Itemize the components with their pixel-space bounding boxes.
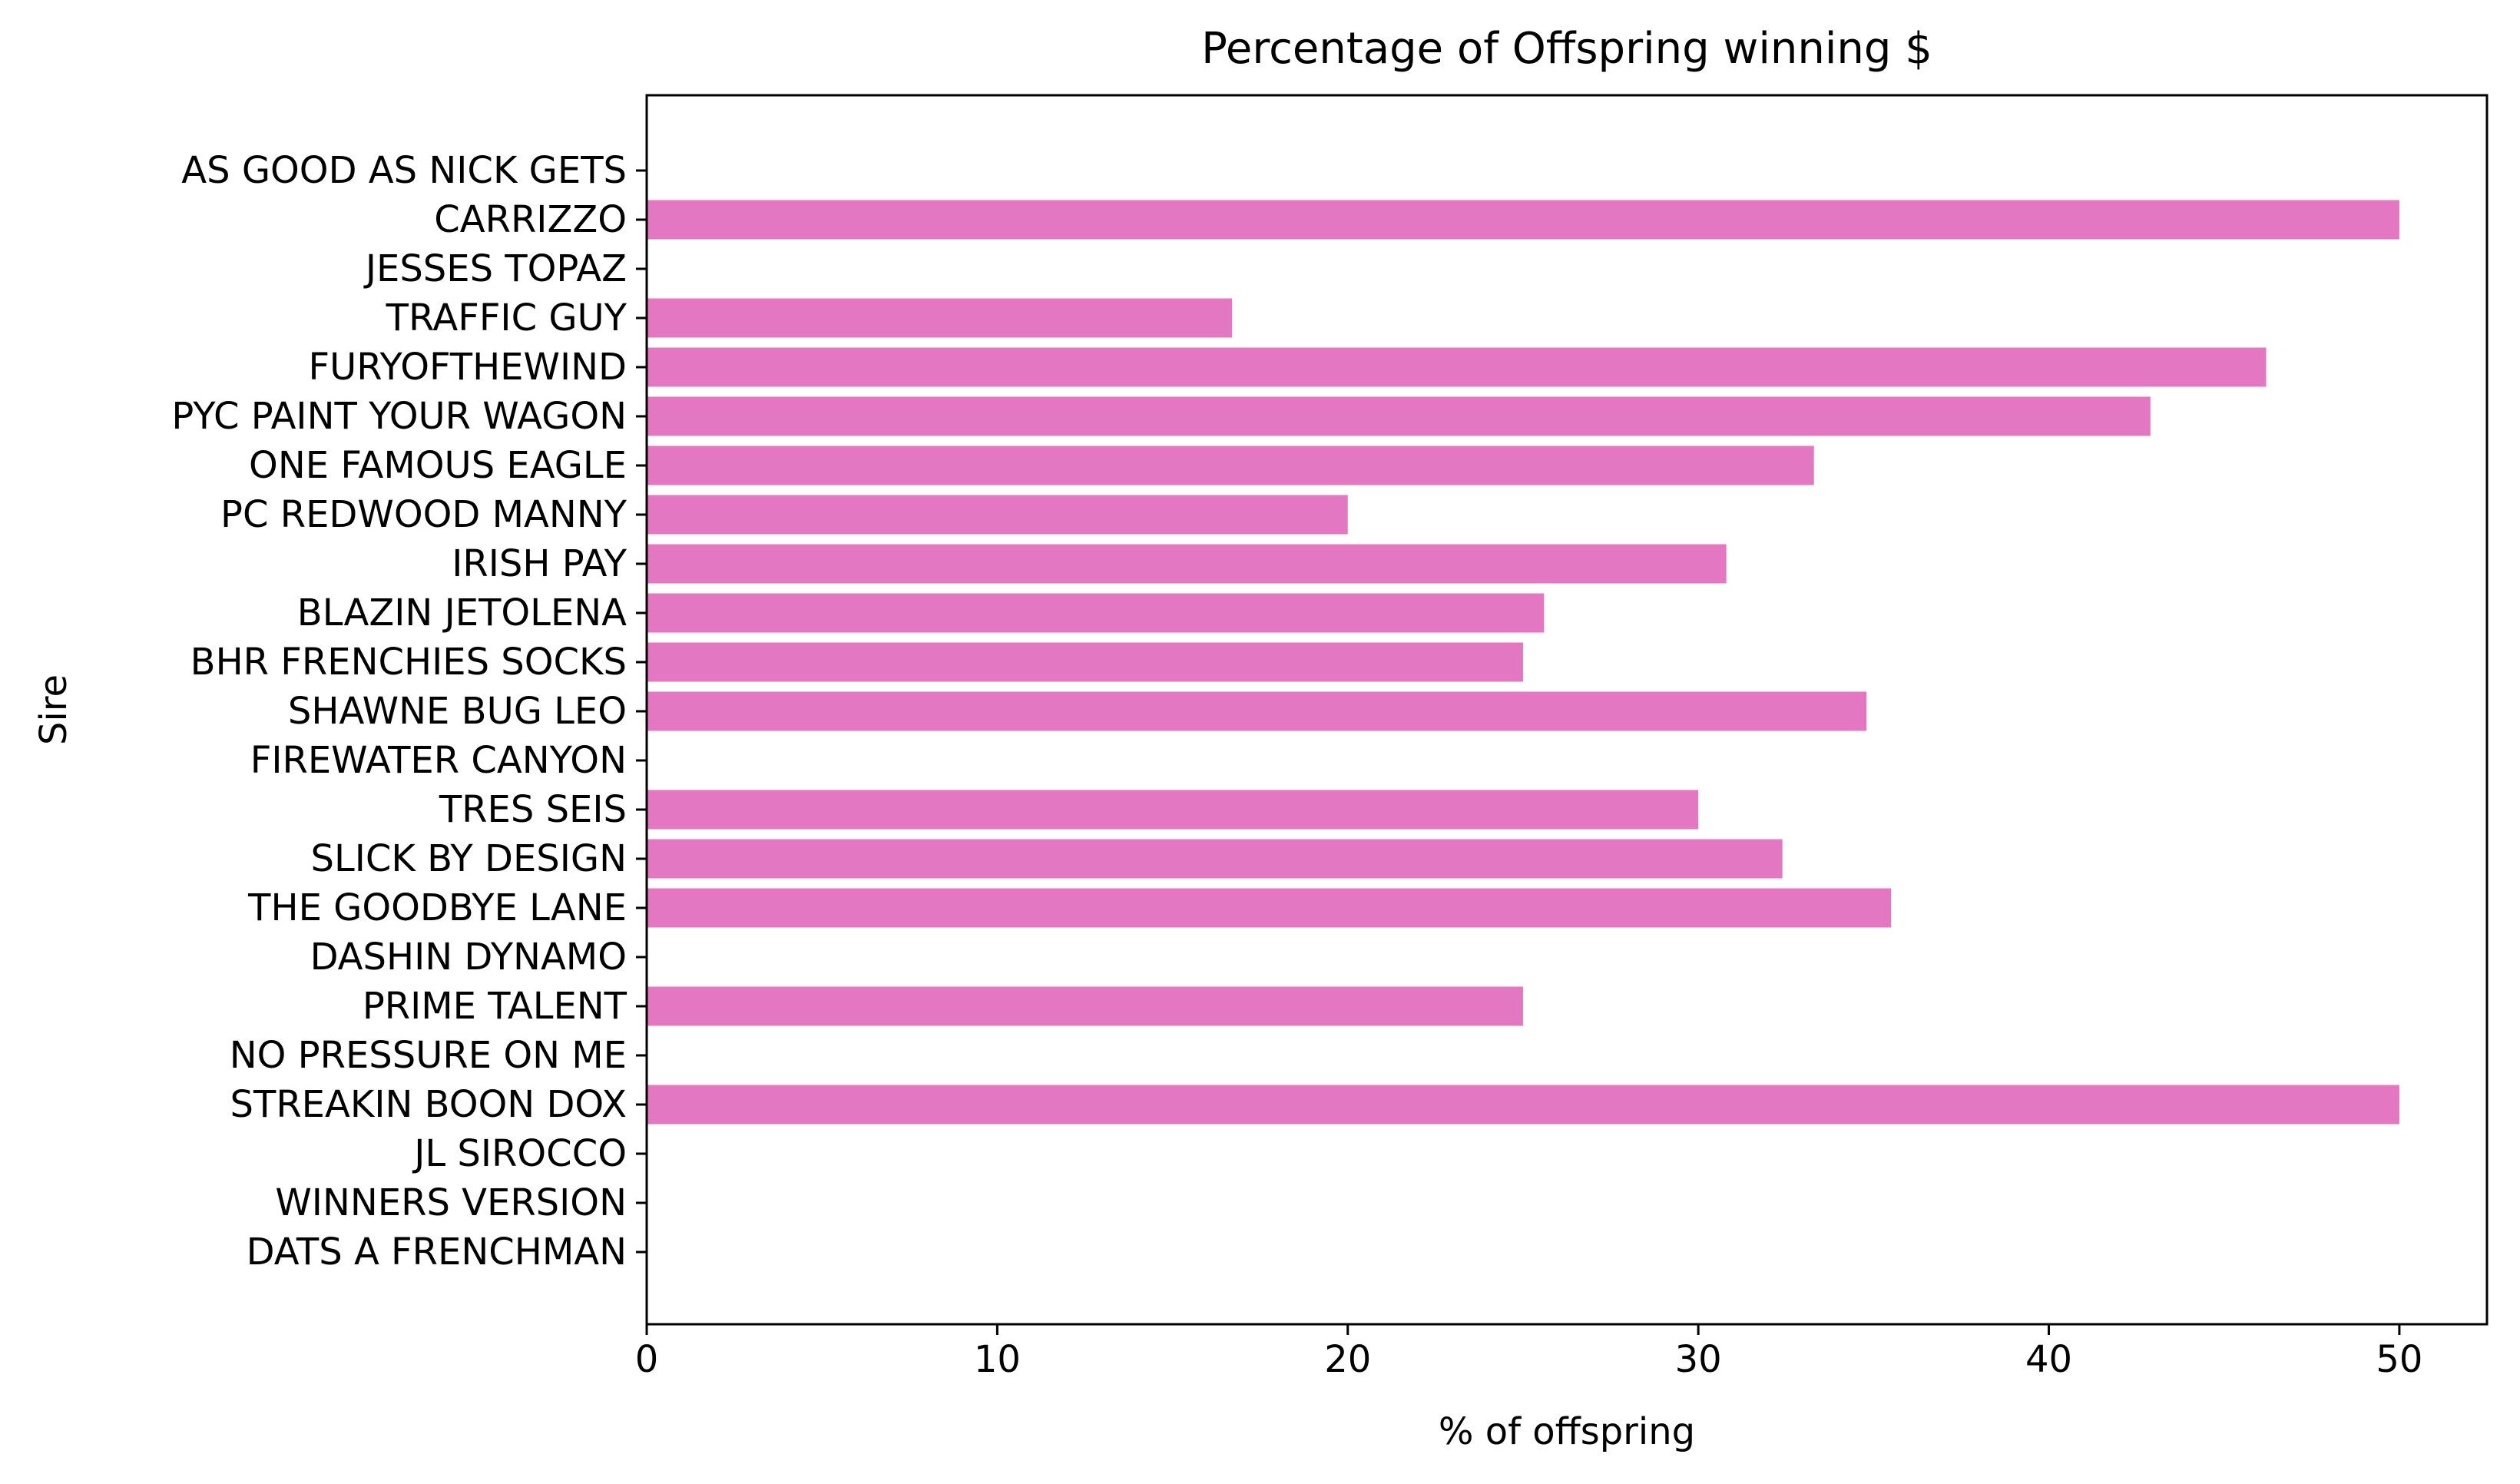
y-tick-label: THE GOODBYE LANE [247,886,627,929]
x-axis-ticks: 0 10 20 30 40 50 [635,1324,2422,1381]
bar [647,790,1699,830]
y-tick-label: BLAZIN JETOLENA [297,591,627,634]
y-axis-ticks: AS GOOD AS NICK GETS CARRIZZO JESSES TOPAZ… [171,149,647,1274]
bars-group [647,200,2399,1125]
y-tick-label: IRISH PAY [452,542,627,585]
chart-title: Percentage of Offspring winning $ [1201,24,1932,74]
y-tick-label: PYC PAINT YOUR WAGON [171,395,627,438]
y-tick-label: PRIME TALENT [363,985,628,1028]
bar [647,544,1727,584]
bar [647,691,1867,731]
x-tick-label: 0 [635,1338,659,1381]
y-tick-label: TRAFFIC GUY [386,296,628,340]
y-tick-label: TRES SEIS [439,788,627,831]
y-tick-label: JESSES TOPAZ [363,247,627,290]
y-tick-label: NO PRESSURE ON ME [230,1034,627,1077]
bar [647,396,2151,436]
y-axis-label: Sire [32,674,75,745]
x-tick-label: 30 [1675,1338,1722,1381]
y-tick-label: STREAKIN BOON DOX [230,1083,627,1126]
y-tick-label: CARRIZZO [434,198,627,241]
bar [647,495,1348,535]
bar [647,446,1814,485]
x-tick-label: 40 [2025,1338,2072,1381]
y-tick-label: SHAWNE BUG LEO [288,690,627,733]
bar [647,888,1892,928]
y-tick-label: SLICK BY DESIGN [310,837,627,880]
y-tick-label: WINNERS VERSION [275,1181,627,1224]
bar [647,593,1545,633]
plot-frame [645,94,2489,1326]
bar [647,839,1783,879]
bar [647,642,1523,682]
x-tick-label: 20 [1324,1338,1371,1381]
x-tick-label: 50 [2376,1338,2422,1381]
y-tick-label: PC REDWOOD MANNY [220,493,628,536]
y-tick-label: FIREWATER CANYON [250,739,627,782]
x-axis-label: % of offspring [1439,1410,1695,1453]
y-tick-label: JL SIROCCO [412,1132,627,1175]
bar [647,200,2399,240]
y-tick-label: FURYOFTHEWIND [309,346,628,389]
y-tick-label: AS GOOD AS NICK GETS [181,149,627,192]
y-tick-label: ONE FAMOUS EAGLE [249,444,627,487]
y-tick-label: BHR FRENCHIES SOCKS [190,641,627,684]
y-tick-label: DATS A FRENCHMAN [247,1231,627,1274]
bar [647,347,2267,387]
bar [647,298,1233,338]
bar [647,1085,2399,1125]
bar [647,986,1523,1026]
x-tick-label: 10 [974,1338,1021,1381]
y-tick-label: DASHIN DYNAMO [310,936,627,979]
